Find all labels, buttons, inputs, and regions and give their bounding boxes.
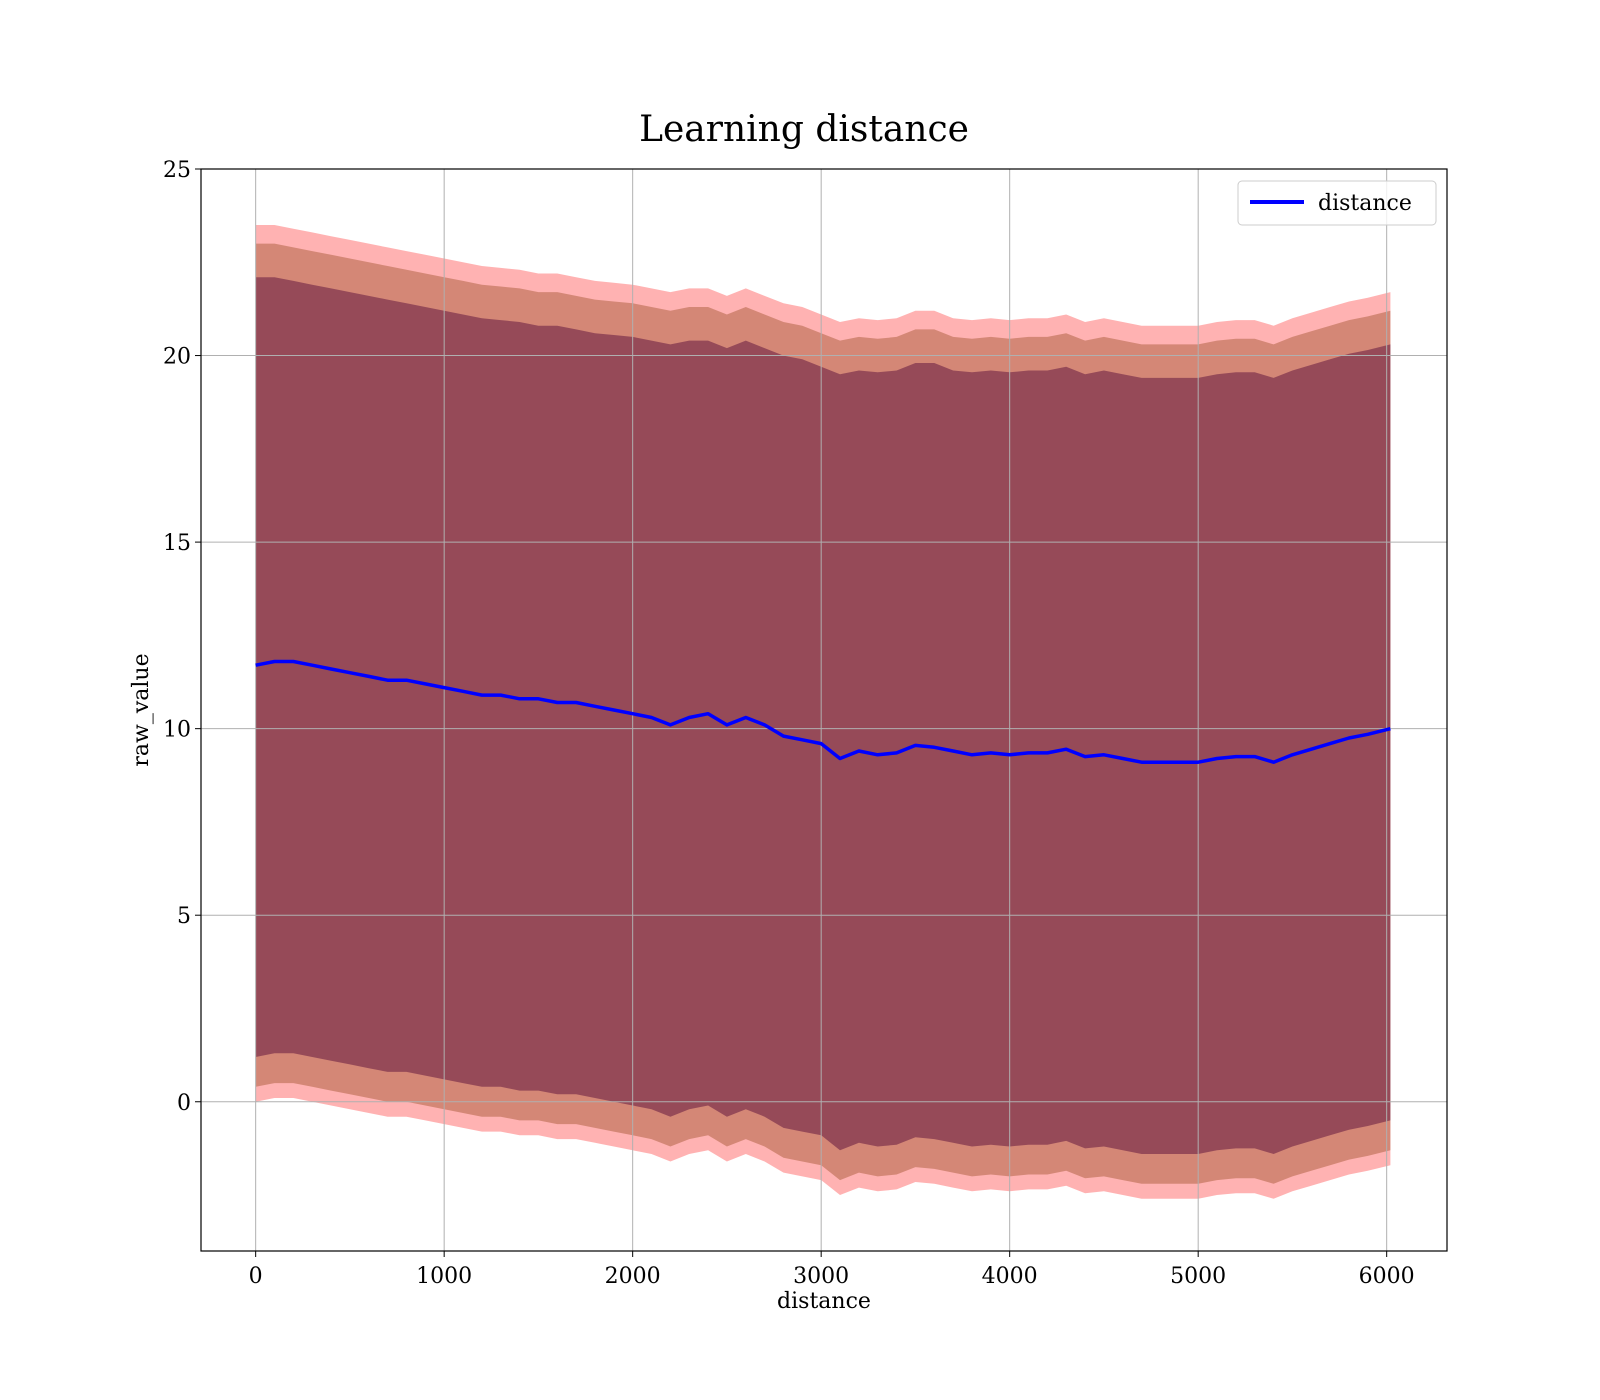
y-tick-label: 10 [163, 718, 191, 743]
line-series [255, 659, 1391, 764]
middle-band [255, 243, 1391, 1184]
y-tick-label: 0 [177, 1091, 191, 1116]
y-tick-label: 15 [163, 531, 191, 556]
inner-band [255, 277, 1391, 1154]
plot-frame [200, 168, 1448, 1252]
grid-lines [201, 168, 1447, 1251]
y-tick-label: 25 [163, 158, 191, 183]
chart-title: Learning distance [639, 109, 969, 150]
y-axis-label: raw_value [129, 653, 154, 766]
legend-label-distance: distance [1318, 191, 1412, 216]
legend: distance [1237, 180, 1437, 226]
confidence-bands [255, 225, 1391, 1199]
y-tick-label: 20 [163, 345, 191, 370]
x-axis-label: distance [777, 1289, 871, 1314]
x-tick-label: 2000 [605, 1264, 661, 1289]
outer-band [255, 225, 1391, 1199]
x-tick-label: 5000 [1170, 1264, 1226, 1289]
x-axis-ticks: 0 1000 2000 3000 4000 5000 6000 [249, 1251, 1415, 1289]
x-tick-label: 1000 [416, 1264, 472, 1289]
x-tick-label: 4000 [982, 1264, 1038, 1289]
y-axis-ticks: 0 5 10 15 20 25 [163, 158, 201, 1116]
x-tick-label: 3000 [793, 1264, 849, 1289]
plot-area [200, 168, 1448, 1252]
x-tick-label: 0 [249, 1264, 263, 1289]
y-tick-label: 5 [177, 904, 191, 929]
x-tick-label: 6000 [1359, 1264, 1415, 1289]
line-distance [255, 659, 1391, 764]
legend-box [1237, 180, 1437, 226]
